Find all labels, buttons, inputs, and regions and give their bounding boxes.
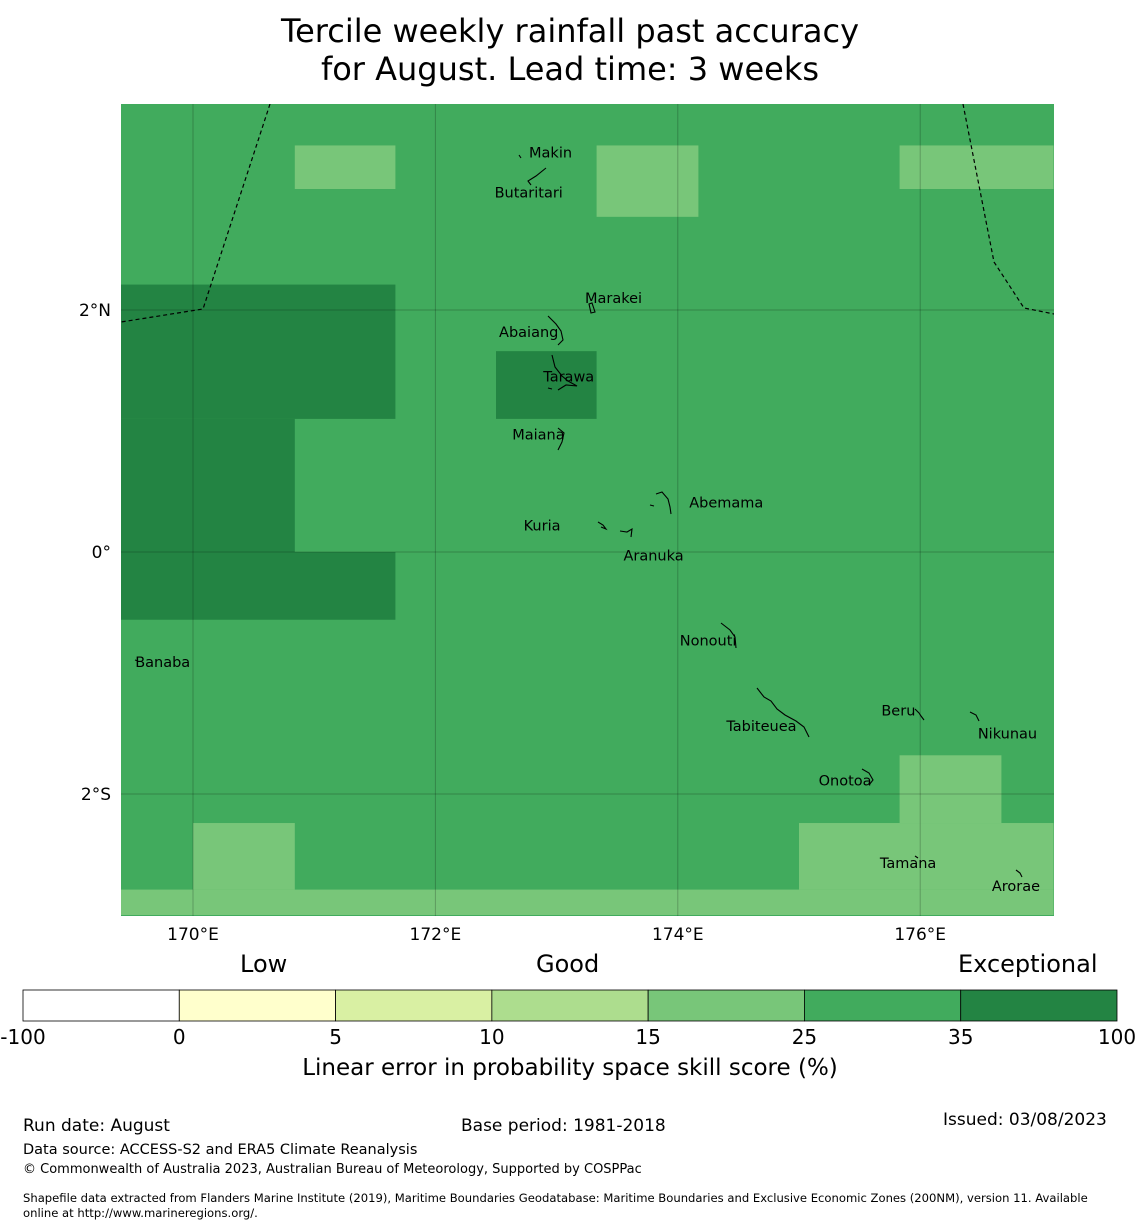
colorbar-tick-label: 35 — [947, 1025, 974, 1049]
place-label: Onotoa — [819, 774, 872, 790]
colorbar-segment — [804, 989, 962, 1022]
place-label: Tamana — [879, 856, 936, 872]
coastline-banaba — [134, 659, 139, 662]
coastline-marakei — [588, 302, 596, 314]
place-label: Tabiteuea — [725, 719, 796, 735]
skill-patch — [121, 889, 1054, 915]
colorbar-segment — [22, 989, 180, 1022]
lon-tick-label: 174°E — [652, 925, 704, 945]
colorbar-segment — [647, 989, 805, 1022]
place-label: Abemama — [689, 495, 763, 511]
skill-patch — [121, 284, 396, 419]
coastline-beru — [914, 708, 925, 721]
lat-tick-label: 2°N — [79, 301, 111, 321]
lat-tick-label: 0° — [92, 543, 111, 563]
coastline-kuria — [597, 521, 633, 538]
run-date: Run date: August — [23, 1116, 170, 1136]
issued-date: Issued: 03/08/2023 — [943, 1110, 1107, 1130]
eez-boundary-east — [962, 104, 1054, 315]
place-label: Abaiang — [499, 325, 558, 341]
skill-patch — [294, 145, 396, 189]
place-label: Butaritari — [495, 186, 563, 202]
place-label: Marakei — [585, 291, 642, 307]
copyright: © Commonwealth of Australia 2023, Austra… — [23, 1162, 642, 1177]
place-label: Banaba — [135, 655, 190, 671]
place-label: Kuria — [524, 518, 561, 534]
colorbar-title: Linear error in probability space skill … — [302, 1055, 838, 1081]
colorbar-segment — [491, 989, 649, 1022]
coastline-abaiang — [547, 315, 564, 346]
skill-patch — [799, 823, 1054, 890]
skill-patch — [121, 552, 396, 620]
colorbar-category-good: Good — [536, 950, 600, 978]
colorbar-segment — [960, 989, 1118, 1022]
place-label: Arorae — [992, 879, 1040, 895]
colorbar-segment — [335, 989, 493, 1022]
place-label: Nikunau — [978, 727, 1037, 743]
shapefile-credit-line1: Shapefile data extracted from Flanders M… — [23, 1191, 1088, 1205]
colorbar-tick-label: 5 — [329, 1025, 342, 1049]
data-source: Data source: ACCESS-S2 and ERA5 Climate … — [23, 1142, 418, 1158]
lon-tick-label: 170°E — [167, 925, 219, 945]
skill-patch — [193, 823, 295, 890]
coastline-nonouti — [720, 622, 737, 649]
place-label: Beru — [881, 704, 915, 720]
rainfall-skill-map: Makin Butaritari Marakei Abaiang Tarawa Maian… — [79, 104, 1054, 945]
chart-title-line1: Tercile weekly rainfall past accuracy — [280, 12, 859, 50]
skill-patch — [121, 418, 295, 552]
lon-tick-label: 176°E — [894, 925, 946, 945]
eez-boundary-west — [121, 104, 271, 323]
coastline-tabiteuea — [756, 687, 810, 738]
coastline-makin — [518, 154, 547, 186]
place-label: Nonouti — [680, 633, 737, 649]
skill-patch — [899, 145, 1054, 189]
base-period: Base period: 1981-2018 — [461, 1116, 666, 1136]
colorbar-tick-label: 10 — [479, 1025, 505, 1049]
skill-patch — [496, 351, 597, 419]
colorbar-category-low: Low — [240, 950, 288, 978]
coastline-arorae — [1015, 869, 1023, 878]
lat-tick-label: 2°S — [81, 785, 111, 805]
colorbar-category-exceptional: Exceptional — [958, 950, 1098, 978]
colorbar-tick-label: -100 — [0, 1025, 46, 1049]
place-label: Aranuka — [623, 549, 683, 565]
colorbar-segment — [178, 989, 336, 1022]
coastline-tamana — [914, 855, 919, 859]
shapefile-credit-line2: online at http://www.marineregions.org/. — [23, 1206, 258, 1220]
coastline-abemama — [649, 491, 672, 515]
colorbar — [22, 989, 1118, 1022]
place-label: Maiana — [512, 428, 564, 444]
place-label: Makin — [529, 146, 572, 162]
coastline-onotoa — [861, 768, 874, 786]
skill-patch — [899, 755, 1002, 824]
place-label: Tarawa — [542, 370, 594, 386]
skill-patch — [596, 145, 699, 217]
colorbar-tick-label: 0 — [172, 1025, 186, 1049]
coastline-nikunau — [969, 711, 980, 722]
lon-tick-label: 172°E — [410, 925, 462, 945]
chart-title-line2: for August. Lead time: 3 weeks — [320, 50, 820, 88]
coastline-tarawa — [547, 354, 578, 391]
coastline-maiana — [557, 427, 565, 451]
colorbar-tick-label: 15 — [635, 1025, 661, 1049]
colorbar-tick-label: 25 — [791, 1025, 818, 1049]
colorbar-tick-label: 100 — [1097, 1025, 1137, 1049]
